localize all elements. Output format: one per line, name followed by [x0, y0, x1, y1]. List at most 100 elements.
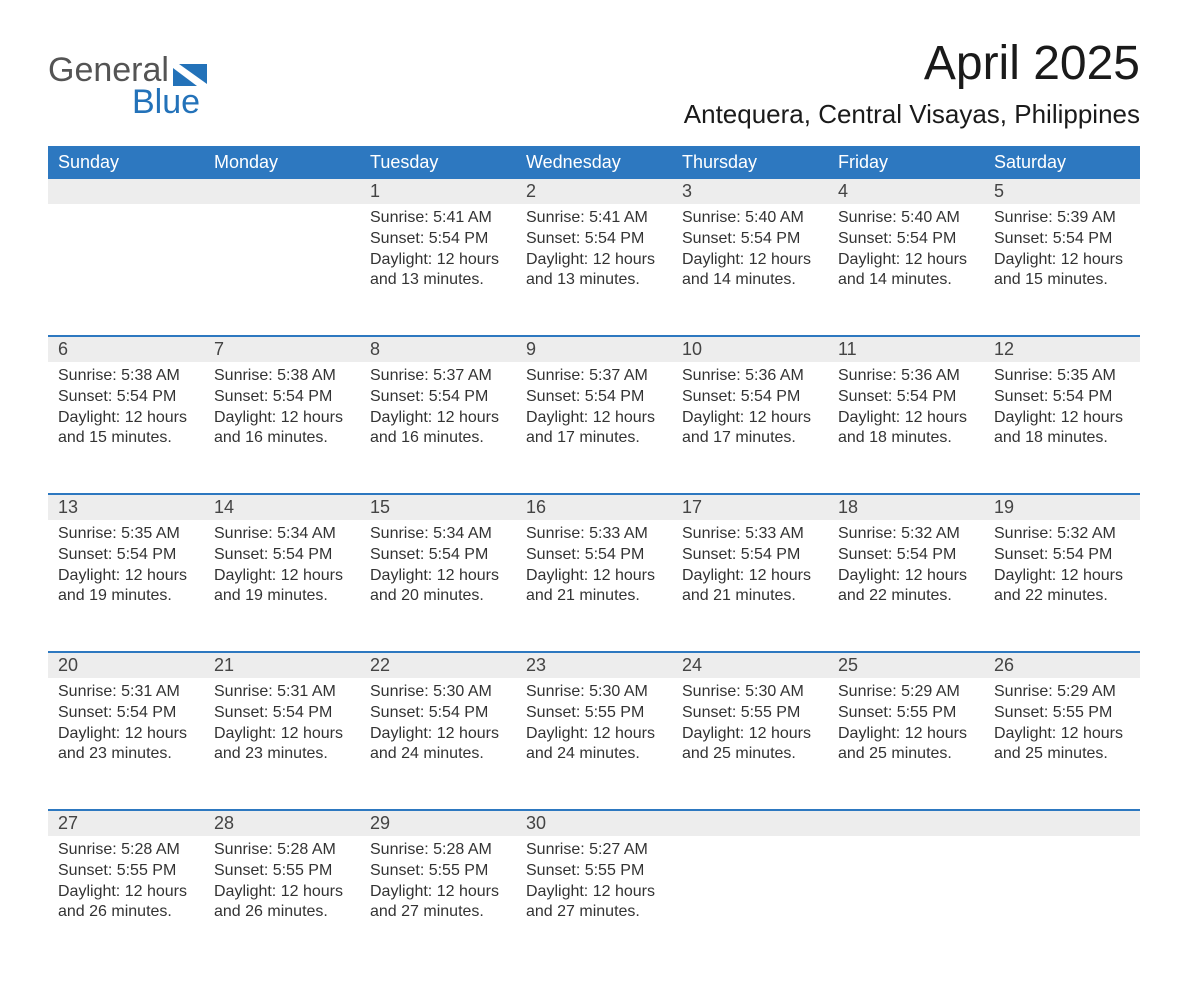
- day-d2: and 19 minutes.: [58, 586, 194, 607]
- day-detail-cell: [672, 836, 828, 968]
- day-sr: Sunrise: 5:38 AM: [214, 366, 350, 387]
- day-d2: and 16 minutes.: [370, 428, 506, 449]
- day-detail-cell: Sunrise: 5:30 AMSunset: 5:55 PMDaylight:…: [516, 678, 672, 810]
- day-sr: Sunrise: 5:41 AM: [526, 208, 662, 229]
- day-d1: Daylight: 12 hours: [526, 566, 662, 587]
- day-number-cell: 20: [48, 652, 204, 678]
- brand-part1: General: [48, 54, 169, 86]
- day-detail-cell: Sunrise: 5:30 AMSunset: 5:54 PMDaylight:…: [360, 678, 516, 810]
- day-d1: Daylight: 12 hours: [838, 724, 974, 745]
- day-detail-cell: Sunrise: 5:41 AMSunset: 5:54 PMDaylight:…: [516, 204, 672, 336]
- day-number-cell: 1: [360, 179, 516, 204]
- day-number-cell: [984, 810, 1140, 836]
- day-ss: Sunset: 5:55 PM: [994, 703, 1130, 724]
- day-detail-cell: Sunrise: 5:37 AMSunset: 5:54 PMDaylight:…: [516, 362, 672, 494]
- day-d2: and 25 minutes.: [682, 744, 818, 765]
- day-d2: and 15 minutes.: [58, 428, 194, 449]
- week-detail-row: Sunrise: 5:38 AMSunset: 5:54 PMDaylight:…: [48, 362, 1140, 494]
- day-d1: Daylight: 12 hours: [370, 250, 506, 271]
- day-ss: Sunset: 5:55 PM: [58, 861, 194, 882]
- day-detail-cell: Sunrise: 5:34 AMSunset: 5:54 PMDaylight:…: [204, 520, 360, 652]
- day-detail-cell: Sunrise: 5:29 AMSunset: 5:55 PMDaylight:…: [828, 678, 984, 810]
- day-ss: Sunset: 5:55 PM: [526, 703, 662, 724]
- day-sr: Sunrise: 5:35 AM: [994, 366, 1130, 387]
- day-d1: Daylight: 12 hours: [370, 882, 506, 903]
- day-number-cell: 3: [672, 179, 828, 204]
- day-d2: and 22 minutes.: [838, 586, 974, 607]
- day-detail-cell: Sunrise: 5:37 AMSunset: 5:54 PMDaylight:…: [360, 362, 516, 494]
- day-sr: Sunrise: 5:41 AM: [370, 208, 506, 229]
- day-sr: Sunrise: 5:31 AM: [58, 682, 194, 703]
- day-sr: Sunrise: 5:37 AM: [370, 366, 506, 387]
- day-sr: Sunrise: 5:34 AM: [370, 524, 506, 545]
- day-number-cell: 24: [672, 652, 828, 678]
- day-number-cell: 22: [360, 652, 516, 678]
- day-d2: and 27 minutes.: [370, 902, 506, 923]
- day-d1: Daylight: 12 hours: [838, 250, 974, 271]
- day-ss: Sunset: 5:54 PM: [370, 387, 506, 408]
- week-number-row: 27282930: [48, 810, 1140, 836]
- day-detail-cell: Sunrise: 5:28 AMSunset: 5:55 PMDaylight:…: [204, 836, 360, 968]
- header-bar: General Blue April 2025 Antequera, Centr…: [48, 36, 1140, 142]
- day-detail-cell: [204, 204, 360, 336]
- day-sr: Sunrise: 5:39 AM: [994, 208, 1130, 229]
- day-detail-cell: Sunrise: 5:40 AMSunset: 5:54 PMDaylight:…: [672, 204, 828, 336]
- day-d1: Daylight: 12 hours: [214, 882, 350, 903]
- calendar-table: Sunday Monday Tuesday Wednesday Thursday…: [48, 146, 1140, 968]
- day-number-cell: 6: [48, 336, 204, 362]
- day-d2: and 23 minutes.: [58, 744, 194, 765]
- day-sr: Sunrise: 5:27 AM: [526, 840, 662, 861]
- day-d2: and 26 minutes.: [58, 902, 194, 923]
- day-d1: Daylight: 12 hours: [214, 724, 350, 745]
- day-number-cell: [828, 810, 984, 836]
- day-d2: and 23 minutes.: [214, 744, 350, 765]
- day-sr: Sunrise: 5:30 AM: [370, 682, 506, 703]
- day-ss: Sunset: 5:55 PM: [214, 861, 350, 882]
- day-sr: Sunrise: 5:28 AM: [58, 840, 194, 861]
- day-detail-cell: [48, 204, 204, 336]
- day-sr: Sunrise: 5:36 AM: [838, 366, 974, 387]
- day-ss: Sunset: 5:54 PM: [994, 545, 1130, 566]
- day-ss: Sunset: 5:54 PM: [370, 703, 506, 724]
- day-sr: Sunrise: 5:30 AM: [682, 682, 818, 703]
- day-d1: Daylight: 12 hours: [994, 408, 1130, 429]
- day-d2: and 21 minutes.: [526, 586, 662, 607]
- day-detail-cell: [828, 836, 984, 968]
- day-number-cell: 19: [984, 494, 1140, 520]
- day-d1: Daylight: 12 hours: [526, 250, 662, 271]
- day-number-cell: 7: [204, 336, 360, 362]
- weekday-header: Friday: [828, 146, 984, 179]
- day-d1: Daylight: 12 hours: [994, 724, 1130, 745]
- day-detail-cell: Sunrise: 5:31 AMSunset: 5:54 PMDaylight:…: [48, 678, 204, 810]
- day-d1: Daylight: 12 hours: [682, 408, 818, 429]
- day-detail-cell: Sunrise: 5:36 AMSunset: 5:54 PMDaylight:…: [672, 362, 828, 494]
- day-detail-cell: Sunrise: 5:35 AMSunset: 5:54 PMDaylight:…: [984, 362, 1140, 494]
- day-number-cell: 4: [828, 179, 984, 204]
- day-detail-cell: Sunrise: 5:32 AMSunset: 5:54 PMDaylight:…: [828, 520, 984, 652]
- day-sr: Sunrise: 5:32 AM: [838, 524, 974, 545]
- day-detail-cell: Sunrise: 5:35 AMSunset: 5:54 PMDaylight:…: [48, 520, 204, 652]
- day-detail-cell: Sunrise: 5:31 AMSunset: 5:54 PMDaylight:…: [204, 678, 360, 810]
- day-d1: Daylight: 12 hours: [58, 408, 194, 429]
- day-detail-cell: Sunrise: 5:36 AMSunset: 5:54 PMDaylight:…: [828, 362, 984, 494]
- day-d2: and 17 minutes.: [682, 428, 818, 449]
- day-d2: and 18 minutes.: [838, 428, 974, 449]
- day-ss: Sunset: 5:54 PM: [214, 703, 350, 724]
- day-sr: Sunrise: 5:28 AM: [370, 840, 506, 861]
- day-ss: Sunset: 5:54 PM: [682, 387, 818, 408]
- day-number-cell: 10: [672, 336, 828, 362]
- day-d2: and 15 minutes.: [994, 270, 1130, 291]
- day-ss: Sunset: 5:55 PM: [838, 703, 974, 724]
- weekday-header: Monday: [204, 146, 360, 179]
- day-d2: and 19 minutes.: [214, 586, 350, 607]
- day-d1: Daylight: 12 hours: [838, 408, 974, 429]
- day-ss: Sunset: 5:54 PM: [370, 229, 506, 250]
- day-number-cell: 14: [204, 494, 360, 520]
- day-number-cell: 30: [516, 810, 672, 836]
- day-d2: and 25 minutes.: [838, 744, 974, 765]
- day-d1: Daylight: 12 hours: [214, 566, 350, 587]
- day-sr: Sunrise: 5:34 AM: [214, 524, 350, 545]
- day-number-cell: 11: [828, 336, 984, 362]
- day-d1: Daylight: 12 hours: [370, 566, 506, 587]
- day-number-cell: 28: [204, 810, 360, 836]
